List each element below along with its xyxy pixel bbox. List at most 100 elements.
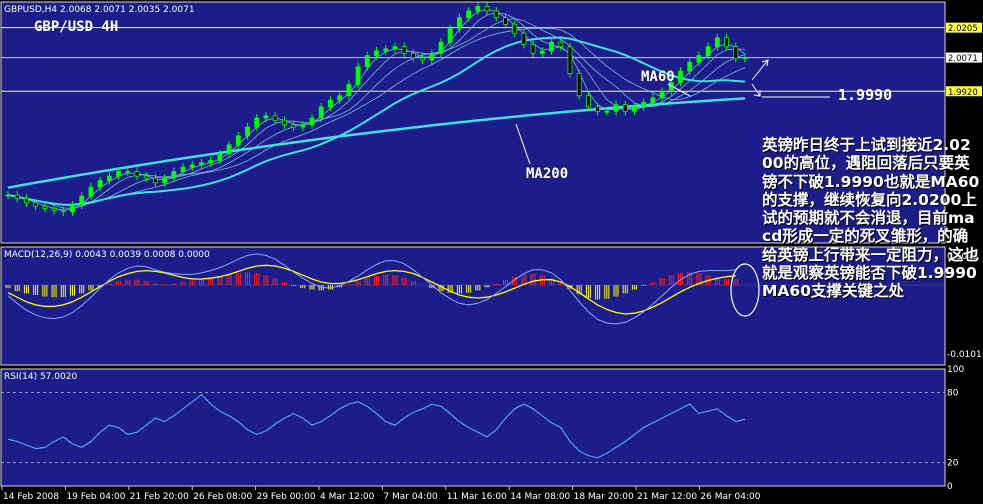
candle-body <box>383 48 389 52</box>
price-tag: 2.0205 <box>948 24 978 34</box>
up-arrow-icon <box>751 59 769 81</box>
candle-body <box>14 194 20 199</box>
candle-body <box>134 171 140 177</box>
candle-body <box>97 180 103 188</box>
candle-body <box>484 6 490 12</box>
candle-body <box>687 61 693 72</box>
candle-body <box>724 37 729 48</box>
macd-line <box>7 253 736 325</box>
candle-body <box>235 135 241 146</box>
ma60-pointer <box>667 83 691 97</box>
candle-body <box>208 160 214 164</box>
candle-body <box>309 117 315 126</box>
candle-body <box>263 115 269 119</box>
candle-body <box>79 195 85 206</box>
candle-body <box>180 166 186 172</box>
candle-body <box>438 41 444 54</box>
macd-signal-line <box>7 264 736 315</box>
rsi-axis-label: 20 <box>947 459 959 469</box>
candle-body <box>300 124 306 128</box>
candle-body <box>539 50 545 54</box>
price-tag: 1.9920 <box>948 88 978 98</box>
price-tag-bg <box>946 22 982 33</box>
candle-body <box>613 104 619 112</box>
time-label: 26 Feb 08:00 <box>193 492 252 502</box>
candle-body <box>162 177 168 184</box>
candle-body <box>604 110 610 113</box>
rsi-axis-label: 80 <box>947 388 959 398</box>
candle-body <box>696 55 702 63</box>
time-label: 4 Mar 12:00 <box>320 492 375 502</box>
time-label: 26 Mar 04:00 <box>700 492 760 502</box>
time-label: 11 Mar 16:00 <box>447 492 507 502</box>
candle-body <box>328 99 333 108</box>
price-tag-bg <box>946 52 982 63</box>
candle-body <box>346 84 352 97</box>
candle-body <box>254 117 260 128</box>
candle-body <box>632 106 637 112</box>
candle-body <box>503 17 508 25</box>
price-tag-bg <box>946 86 982 97</box>
candle-body <box>429 52 435 61</box>
candle-body <box>521 32 527 45</box>
candle-body <box>466 10 472 19</box>
candle-body <box>512 23 518 34</box>
candle-body <box>650 97 656 103</box>
candle-body <box>318 106 324 119</box>
time-label: 7 Mar 04:00 <box>383 492 438 502</box>
candle-body <box>143 175 149 179</box>
chart-title: GBP/USD 4H <box>34 19 118 35</box>
candle-body <box>493 10 499 19</box>
candle-body <box>401 46 407 54</box>
ma200-line <box>7 97 746 189</box>
macd-cross-highlight <box>730 263 760 317</box>
candle-body <box>659 90 665 99</box>
candle-body <box>392 46 398 50</box>
candle-body <box>152 177 158 184</box>
candle-body <box>226 144 232 155</box>
candle-body <box>364 55 370 68</box>
candle-body <box>106 175 112 181</box>
candle-body <box>742 57 748 59</box>
candle-body <box>272 115 278 121</box>
candle-body <box>622 104 628 112</box>
candle-body <box>337 95 343 101</box>
time-label: 14 Mar 08:00 <box>510 492 570 502</box>
candle-body <box>42 205 48 209</box>
ma200-pointer <box>515 123 531 165</box>
time-label: 21 Mar 12:00 <box>637 492 697 502</box>
candle-body <box>678 70 683 83</box>
candle-body <box>558 41 564 48</box>
time-label: 18 Mar 20:00 <box>574 492 634 502</box>
candle-body <box>245 126 250 137</box>
time-label: 14 Feb 2008 <box>3 492 59 502</box>
candle-body <box>189 164 195 168</box>
candle-body <box>60 210 66 213</box>
time-label: 29 Feb 00:00 <box>257 492 316 502</box>
macd-title: MACD(12,26,9) 0.0043 0.0039 0.0008 0.000… <box>4 250 210 260</box>
candle-body <box>374 50 379 56</box>
candle-body <box>51 208 57 212</box>
candle-body <box>116 171 121 177</box>
candle-body <box>24 197 29 204</box>
macd-axis-label: -0.0101 <box>947 350 982 360</box>
rsi-axis-label: 0 <box>947 482 953 492</box>
candle-body <box>733 46 739 59</box>
candle-body <box>457 17 462 30</box>
candle-body <box>199 162 204 166</box>
time-label: 21 Feb 20:00 <box>130 492 189 502</box>
candle-body <box>576 73 582 97</box>
candle-body <box>291 124 296 128</box>
macd-panel <box>0 246 946 366</box>
ma60-label: MA60 <box>641 69 675 85</box>
candle-body <box>595 106 600 112</box>
rsi-line <box>7 393 746 459</box>
candle-body <box>33 202 39 207</box>
rsi-title: RSI(14) 57.0020 <box>4 372 77 382</box>
candle-body <box>355 66 361 85</box>
level-label: 1.9990 <box>838 86 892 104</box>
ma200-label: MA200 <box>526 166 568 182</box>
commentary-text: 英镑昨日终于上试到接近2.0200的高位，遇阻回落后只要英镑不下破1.9990也… <box>762 136 980 301</box>
candle-body <box>281 119 287 126</box>
